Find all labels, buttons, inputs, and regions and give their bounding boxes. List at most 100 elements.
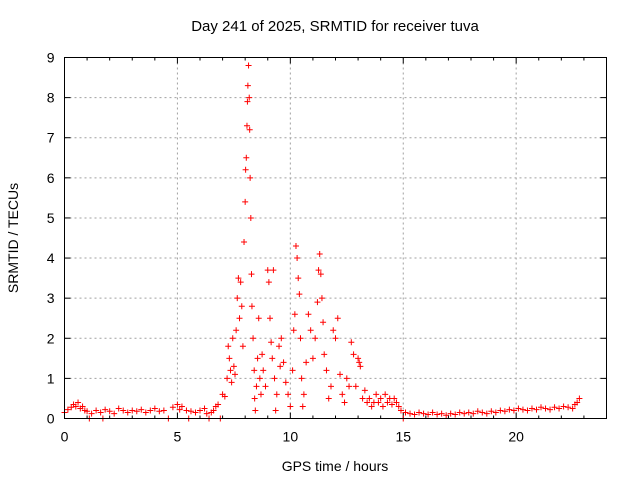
data-point — [411, 411, 418, 418]
data-point — [416, 409, 423, 416]
data-point — [447, 410, 454, 417]
data-point — [277, 363, 284, 370]
data-point — [245, 62, 252, 69]
data-point — [265, 279, 272, 286]
data-point — [79, 403, 86, 410]
data-point — [253, 383, 260, 390]
data-point — [325, 395, 332, 402]
data-point — [102, 406, 109, 413]
data-point — [528, 405, 535, 412]
data-point — [138, 406, 145, 413]
data-point — [368, 403, 375, 410]
data-point — [97, 409, 104, 416]
data-point — [510, 407, 517, 414]
data-point — [456, 409, 463, 416]
data-point — [115, 405, 122, 412]
data-point — [264, 267, 271, 274]
data-point — [294, 255, 301, 262]
data-point — [339, 391, 346, 398]
data-point — [373, 391, 380, 398]
data-point — [576, 395, 583, 402]
data-point — [291, 311, 298, 318]
data-point — [551, 404, 558, 411]
data-point — [259, 351, 266, 358]
data-point — [268, 339, 275, 346]
data-point — [542, 405, 549, 412]
data-point — [334, 315, 341, 322]
x-tick-label: 20 — [508, 429, 524, 445]
data-point — [407, 410, 414, 417]
data-point — [375, 399, 382, 406]
data-point — [254, 355, 261, 362]
data-point — [75, 399, 82, 406]
data-point — [479, 409, 486, 416]
x-tick-label: 0 — [61, 429, 69, 445]
data-point — [133, 408, 140, 415]
data-point — [292, 243, 299, 250]
data-point — [224, 375, 231, 382]
data-point — [290, 327, 297, 334]
data-point — [452, 411, 459, 418]
data-point — [305, 311, 312, 318]
data-point — [289, 367, 296, 374]
data-point — [271, 375, 278, 382]
data-point — [377, 395, 384, 402]
data-point — [287, 403, 294, 410]
data-point — [569, 405, 576, 412]
y-axis-label: SRMTID / TECUs — [5, 183, 21, 293]
data-point — [361, 387, 368, 394]
data-point — [315, 267, 322, 274]
data-point — [355, 355, 362, 362]
data-point — [438, 410, 445, 417]
data-point — [280, 359, 287, 366]
data-point — [151, 405, 158, 412]
x-tick-label: 15 — [395, 429, 411, 445]
y-tick-label: 0 — [47, 411, 55, 427]
data-point — [341, 399, 348, 406]
data-point — [297, 335, 304, 342]
data-point — [236, 315, 243, 322]
data-point — [382, 391, 389, 398]
data-point — [234, 295, 241, 302]
data-point — [488, 408, 495, 415]
data-point — [506, 406, 513, 413]
data-point — [285, 391, 292, 398]
y-tick-label: 9 — [47, 50, 55, 66]
y-tick-label: 5 — [47, 210, 55, 226]
data-point — [556, 405, 563, 412]
data-point — [425, 411, 432, 418]
data-point — [497, 407, 504, 414]
data-point — [228, 379, 235, 386]
data-point — [251, 367, 258, 374]
data-point — [233, 327, 240, 334]
data-point — [327, 383, 334, 390]
y-tick-label: 4 — [47, 250, 55, 266]
data-point — [160, 407, 167, 414]
data-point — [470, 410, 477, 417]
data-point — [501, 408, 508, 415]
data-point — [250, 335, 257, 342]
data-point — [276, 343, 283, 350]
data-point — [388, 401, 395, 408]
data-point — [348, 339, 355, 346]
data-point — [560, 403, 567, 410]
data-point — [393, 399, 400, 406]
data-point — [183, 407, 190, 414]
y-tick-label: 8 — [47, 90, 55, 106]
data-point — [88, 410, 95, 417]
data-point — [227, 367, 234, 374]
data-point — [262, 383, 269, 390]
data-point — [64, 406, 71, 413]
data-point — [278, 335, 285, 342]
data-point — [269, 355, 276, 362]
data-point — [255, 315, 262, 322]
data-point — [142, 409, 149, 416]
data-point — [226, 355, 233, 362]
data-point — [574, 399, 581, 406]
data-point — [465, 409, 472, 416]
data-point — [93, 407, 100, 414]
data-point — [307, 327, 314, 334]
data-point — [270, 267, 277, 274]
data-point — [299, 403, 306, 410]
data-point — [244, 82, 251, 89]
